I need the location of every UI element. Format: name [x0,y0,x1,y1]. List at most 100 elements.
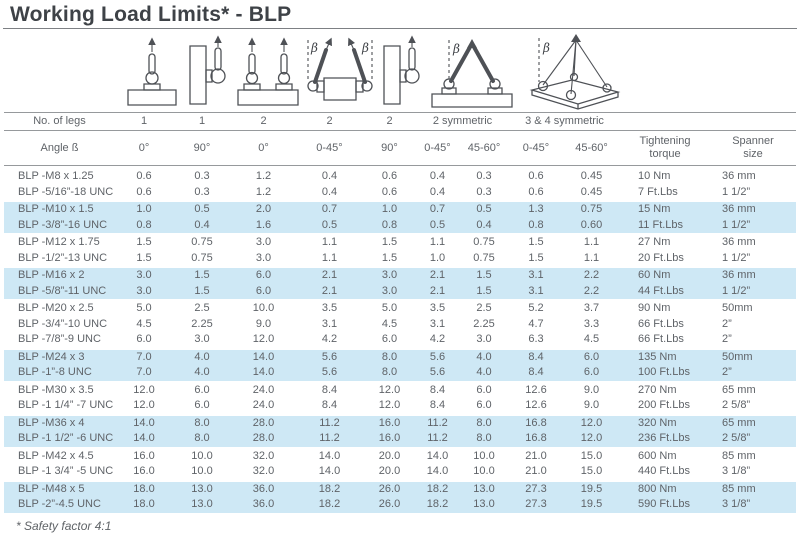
wll-value: 4.5 [583,333,600,345]
table-row: BLP -M30 x 3.5 12.0 6.0 24.0 8.4 12.0 8.4 6.0 12… [4,383,796,399]
wll-value: 6.0 [136,333,152,345]
wll-value: 1.5 [194,284,210,297]
wll-value: 3.1 [321,317,338,330]
product-label: BLP -M8 x 1.25 [18,170,94,182]
wll-value: 18.2 [426,498,449,510]
wll-value: 19.5 [580,498,603,510]
wll-value: 3.1 [429,317,446,330]
wll-table-body: BLP -M8 x 1.25 0.6 0.3 1.2 0.4 0.6 0.4 0.3 0.6 0.… [4,169,796,513]
wll-value: 0.4 [321,170,338,182]
wll-value: 32.0 [252,449,275,462]
wll-value: 0.3 [476,185,492,198]
wll-value: 0.6 [381,170,398,182]
wll-value: 3.0 [255,236,272,248]
wll-value: 11.2 [319,432,340,444]
wll-value: 13.0 [473,498,495,510]
wll-value: 0.5 [429,218,446,231]
wll-value: 11.2 [319,416,340,429]
wll-value: 3.1 [528,284,544,297]
wll-value: 3.0 [381,284,398,297]
wll-value: 0.5 [194,203,210,215]
table-row: BLP -3/8”-16 UNC 0.8 0.4 1.6 0.5 0.8 0.5 0.4 0.8… [4,218,796,234]
wll-value: 2.1 [321,269,338,281]
table-row: BLP -M8 x 1.25 0.6 0.3 1.2 0.4 0.6 0.4 0.3 0.6 0.… [4,169,796,185]
angle-value: 90° [193,142,211,154]
table-group: BLP -M16 x 2 3.0 1.5 6.0 2.1 3.0 2.1 1.5 3.1 2.2 6… [4,268,796,299]
empty-cell [710,113,796,130]
legs-header-row: No. of legs 1 1 2 2 2 2 symmetric 3 & 4 … [4,112,796,131]
angle-value: 0° [138,142,150,154]
spanner-value: 85 mm [722,482,756,495]
product-label: BLP -2”-4.5 UNC [18,498,101,510]
wll-value: 24.0 [252,383,275,396]
wll-value: 12.0 [378,383,401,396]
wll-value: 2.1 [429,269,446,281]
table-row: BLP -M20 x 2.5 5.0 2.5 10.0 3.5 5.0 3.5 2.5 5.2 3… [4,301,796,317]
legs-header-label: No. of legs [33,115,86,127]
wll-value: 6.3 [528,333,544,345]
sling-2-symmetric-icon: β [424,39,520,110]
wll-value: 4.5 [136,317,152,330]
wll-value: 2.1 [321,284,338,297]
legs-count-2-symmetric: 2 symmetric [432,115,493,127]
table-row: BLP -5/8”-11 UNC 3.0 1.5 6.0 2.1 3.0 2.1 1.5 3.1… [4,284,796,300]
wll-value: 0.75 [473,236,495,248]
table-row: BLP -M42 x 4.5 16.0 10.0 32.0 14.0 20.0 14.0 10… [4,449,796,465]
wll-value: 26.0 [378,498,401,510]
wll-value: 28.0 [252,416,275,429]
torque-value: 320 Nm [638,416,677,429]
wll-value: 8.4 [429,383,446,396]
wll-value: 8.4 [321,383,338,396]
wll-value: 4.2 [429,333,446,345]
wll-value: 2.25 [473,317,495,330]
table-row: BLP -5/16”-18 UNC 0.6 0.3 1.2 0.4 0.6 0.4 0.3 0.… [4,185,796,201]
wll-value: 5.2 [528,302,544,314]
wll-value: 18.0 [133,482,155,495]
wll-value: 8.0 [381,350,398,363]
wll-value: 4.0 [476,366,492,378]
wll-value: 7.0 [136,366,152,378]
wll-value: 8.0 [476,416,492,429]
table-row: BLP -M12 x 1.75 1.5 0.75 3.0 1.1 1.5 1.1 0.75 1.… [4,235,796,251]
wll-value: 36.0 [252,498,275,510]
product-label: BLP -3/8”-16 UNC [18,218,108,231]
torque-value: 800 Nm [638,482,677,495]
wll-value: 3.5 [321,302,338,314]
sling-3-4-symmetric-icon: β [522,34,626,110]
wll-value: 1.5 [381,251,398,264]
torque-value: 7 Ft.Lbs [638,185,678,198]
wll-value: 0.4 [429,185,446,198]
wll-value: 2.5 [194,302,210,314]
wll-value: 0.3 [194,185,210,198]
beta-angle-label: β [361,41,369,55]
product-label: BLP -1 3/4” -5 UNC [18,465,114,477]
table-row: BLP -1 3/4” -5 UNC 16.0 10.0 32.0 14.0 20.0 14… [4,464,796,480]
wll-value: 12.6 [525,383,547,396]
angle-header-label: Angle ß [40,142,79,154]
wll-value: 0.75 [580,203,603,215]
wll-value: 20.0 [378,449,401,462]
wll-value: 6.0 [255,284,272,297]
spanner-value: 2 5/8” [722,432,751,444]
wll-value: 5.0 [381,302,398,314]
spanner-value: 36 mm [722,269,756,281]
spanner-value: 50mm [722,302,753,314]
table-group: BLP -M8 x 1.25 0.6 0.3 1.2 0.4 0.6 0.4 0.3 0.6 0.… [4,169,796,200]
datasheet-page: Working Load Limits* - BLP [0,3,800,541]
empty-cell [620,113,710,130]
wll-value: 0.5 [321,218,338,231]
wll-value: 1.5 [528,251,544,264]
wll-value: 6.0 [583,350,600,363]
torque-value: 10 Nm [638,170,671,182]
wll-value: 6.0 [255,269,272,281]
wll-value: 5.6 [429,350,446,363]
wll-value: 0.3 [476,170,492,182]
wll-value: 10.0 [473,449,495,462]
wll-value: 0.8 [381,218,398,231]
spanner-value: 36 mm [722,170,756,182]
wll-value: 0.4 [194,218,210,231]
spanner-value: 85 mm [722,449,756,462]
table-row: BLP -1 1/4” -7 UNC 12.0 6.0 24.0 8.4 12.0 8.4 6… [4,398,796,414]
angle-value: 0-45° [522,142,550,154]
wll-value: 14.0 [252,350,275,363]
